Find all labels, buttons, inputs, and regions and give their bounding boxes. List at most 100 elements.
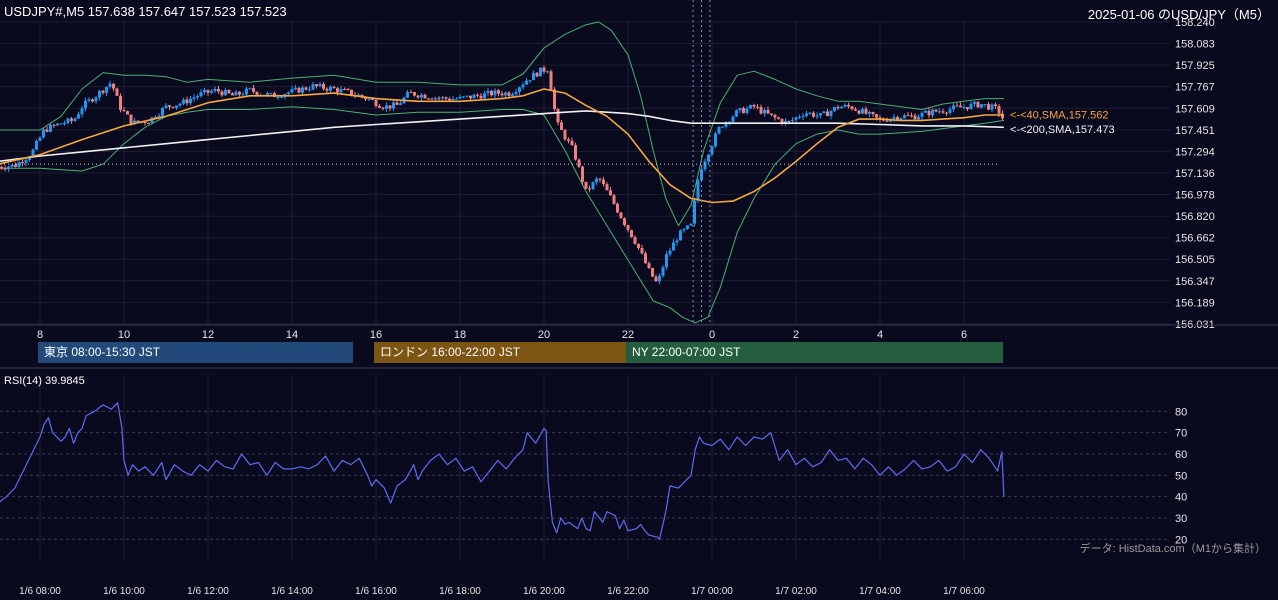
price-tick-label: 156.189 — [1175, 297, 1215, 309]
candle-body — [864, 108, 868, 114]
time-tick-label-bottom: 1/6 12:00 — [187, 586, 229, 597]
candle-body — [658, 275, 661, 282]
candle-body — [962, 107, 966, 109]
candle-body — [591, 182, 595, 189]
candle-body — [794, 117, 798, 120]
candle-body — [119, 95, 122, 111]
candle-body — [392, 102, 395, 109]
candle-body — [448, 98, 451, 101]
price-tick-label: 156.505 — [1175, 254, 1215, 266]
candle-body — [602, 179, 605, 185]
candle-body — [84, 100, 87, 109]
candle-body — [497, 90, 500, 94]
candle-body — [626, 225, 630, 230]
candle-body — [413, 92, 416, 96]
candle-body — [728, 121, 731, 123]
candle-body — [416, 95, 420, 98]
candle-body — [388, 105, 392, 109]
candle-body — [847, 104, 850, 107]
price-tick-label: 156.662 — [1175, 233, 1215, 245]
candle-body — [406, 92, 409, 98]
rsi-line — [0, 402, 1005, 540]
candle-body — [619, 212, 623, 219]
candle-body — [808, 112, 812, 114]
candle-body — [241, 94, 245, 96]
candle-body — [969, 103, 973, 110]
candle-body — [843, 104, 847, 107]
candle-body — [147, 122, 150, 124]
candle-body — [129, 114, 133, 125]
candle-body — [553, 89, 556, 110]
candle-body — [542, 67, 546, 72]
candle-body — [500, 93, 504, 96]
bollinger-lower — [0, 106, 1004, 324]
candle-body — [857, 110, 861, 114]
candle-body — [245, 88, 248, 95]
chart-title: 2025-01-06 のUSD/JPY（M5） — [1087, 7, 1270, 22]
rsi-tick-label: 30 — [1175, 513, 1187, 525]
candle-body — [756, 106, 759, 108]
candle-body — [3, 168, 7, 170]
time-tick-label-bottom: 1/6 10:00 — [103, 586, 145, 597]
candle-body — [38, 137, 42, 141]
price-tick-label: 158.083 — [1175, 38, 1215, 50]
candle-body — [612, 195, 616, 204]
candle-body — [707, 154, 710, 162]
candle-body — [427, 98, 430, 100]
candle-body — [913, 115, 917, 120]
rsi-tick-label: 40 — [1175, 492, 1187, 504]
candle-body — [724, 122, 728, 127]
candle-body — [42, 129, 45, 138]
time-tick-label-top: 0 — [709, 329, 715, 341]
candle-body — [290, 89, 294, 93]
candle-body — [920, 112, 924, 117]
candle-body — [332, 86, 336, 89]
candle-body — [815, 115, 819, 117]
candle-body — [703, 161, 707, 170]
candle-body — [896, 116, 899, 120]
candle-body — [126, 111, 129, 115]
price-tick-label: 156.347 — [1175, 276, 1215, 288]
candle-body — [570, 140, 574, 146]
candle-body — [444, 97, 448, 99]
candle-body — [693, 200, 696, 224]
candle-body — [682, 229, 686, 231]
candle-body — [567, 139, 570, 141]
candle-body — [577, 159, 581, 167]
candle-body — [672, 242, 675, 251]
candle-body — [560, 122, 563, 131]
candle-body — [819, 113, 822, 116]
candle-body — [966, 107, 969, 110]
candle-body — [623, 218, 626, 226]
candle-body — [308, 89, 311, 91]
candle-body — [315, 84, 318, 87]
candle-body — [192, 97, 196, 99]
candle-body — [164, 105, 168, 108]
candle-body — [28, 156, 31, 160]
candle-body — [318, 84, 322, 87]
candle-body — [234, 91, 238, 96]
candle-body — [829, 110, 833, 117]
candle-body — [605, 184, 609, 191]
sma-lines — [0, 88, 1004, 204]
candle-body — [476, 94, 479, 96]
candle-body — [714, 133, 717, 147]
candle-body — [738, 108, 742, 111]
candle-body — [749, 105, 752, 109]
candle-body — [535, 72, 539, 77]
candle-body — [115, 88, 119, 96]
candle-body — [994, 104, 997, 107]
candle-body — [983, 104, 987, 106]
time-tick-label-bottom: 1/6 08:00 — [19, 586, 61, 597]
candle-body — [322, 84, 325, 89]
candle-body — [511, 94, 514, 96]
price-overlay: <-<40,SMA,157.562 <-<200,SMA,157.473 — [0, 0, 1115, 324]
price-tick-label: 158.240 — [1175, 17, 1215, 29]
candle-body — [616, 203, 619, 213]
candle-body — [199, 92, 203, 97]
candle-body — [437, 97, 441, 99]
price-tick-label: 157.136 — [1175, 168, 1215, 180]
candle-body — [745, 108, 749, 114]
session-london: ロンドン 16:00-22:00 JST — [374, 342, 626, 363]
candle-body — [563, 130, 567, 140]
